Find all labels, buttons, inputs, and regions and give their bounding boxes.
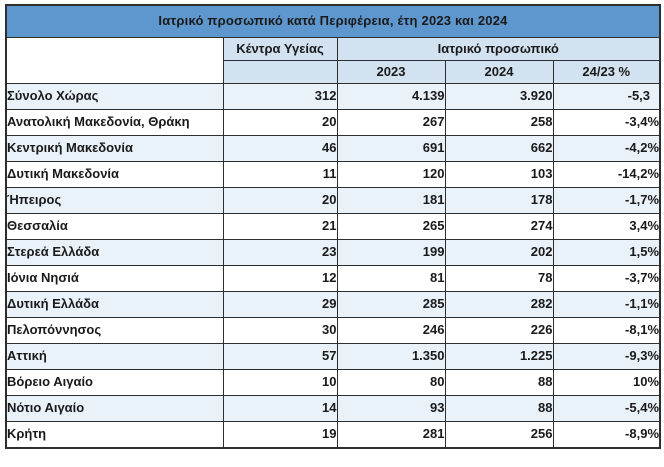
region-name-cell: Σύνολο Χώρας (5, 83, 224, 110)
staff-2024-cell: 258 (444, 109, 554, 136)
table-row: Στερεά Ελλάδα 23 199 202 1,5% (5, 239, 661, 266)
change-percent-cell: -1,7% (552, 187, 661, 214)
table-row: Θεσσαλία 21 265 274 3,4% (5, 213, 661, 240)
region-name-cell: Δυτική Μακεδονία (5, 161, 224, 188)
change-percent-cell: -4,2% (552, 135, 661, 162)
region-name-cell: Ανατολική Μακεδονία, Θράκη (5, 109, 224, 136)
table-row: Σύνολο Χώρας 312 4.139 3.920 -5,3 (5, 83, 661, 110)
staff-2024-cell: 256 (444, 421, 554, 449)
year-2023-column-header: 2023 (336, 60, 446, 84)
change-percent-cell: 10% (552, 369, 661, 396)
table-row: Βόρειο Αιγαίο 10 80 88 10% (5, 369, 661, 396)
staff-2023-cell: 1.350 (336, 343, 446, 370)
health-centers-cell: 29 (222, 291, 338, 318)
health-centers-cell: 46 (222, 135, 338, 162)
table-row: Ιόνια Νησιά 12 81 78 -3,7% (5, 265, 661, 292)
staff-2023-cell: 181 (336, 187, 446, 214)
header-row-groups: Κέντρα Υγείας Ιατρικό προσωπικό (5, 37, 661, 84)
change-percent-cell: -5,4% (552, 395, 661, 422)
health-centers-cell: 19 (222, 421, 338, 449)
region-column-blank-header (5, 37, 224, 84)
table-row: Ανατολική Μακεδονία, Θράκη 20 267 258 -3… (5, 109, 661, 136)
change-percent-cell: -8,1% (552, 317, 661, 344)
staff-2023-cell: 691 (336, 135, 446, 162)
change-percent-cell: -3,4% (552, 109, 661, 136)
staff-2023-cell: 281 (336, 421, 446, 449)
health-centers-cell: 57 (222, 343, 338, 370)
staff-2024-cell: 78 (444, 265, 554, 292)
region-name-cell: Αττική (5, 343, 224, 370)
header-row-years: 2023 2024 24/23 % (6, 60, 661, 84)
staff-2024-cell: 282 (444, 291, 554, 318)
title-row: Ιατρικό προσωπικό κατά Περιφέρεια, έτη 2… (5, 4, 661, 38)
health-centers-cell: 10 (222, 369, 338, 396)
staff-2023-cell: 265 (336, 213, 446, 240)
region-name-cell: Κρήτη (5, 421, 224, 449)
change-percent-cell: -5,3 (552, 83, 661, 110)
table-row: Ήπειρος 20 181 178 -1,7% (5, 187, 661, 214)
table-row: Δυτική Μακεδονία 11 120 103 -14,2% (5, 161, 661, 188)
health-centers-cell: 30 (222, 317, 338, 344)
staff-2024-cell: 1.225 (444, 343, 554, 370)
table-row: Νότιο Αιγαίο 14 93 88 -5,4% (5, 395, 661, 422)
table-row: Πελοπόννησος 30 246 226 -8,1% (5, 317, 661, 344)
staff-2024-cell: 274 (444, 213, 554, 240)
health-centers-column-header: Κέντρα Υγείας (222, 37, 338, 61)
table-row: Κεντρική Μακεδονία 46 691 662 -4,2% (5, 135, 661, 162)
health-centers-cell: 20 (222, 187, 338, 214)
health-centers-subheader-empty (222, 60, 338, 84)
staff-2024-cell: 3.920 (444, 83, 554, 110)
change-percent-cell: 3,4% (552, 213, 661, 240)
change-percent-cell: 1,5% (552, 239, 661, 266)
staff-2024-cell: 226 (444, 317, 554, 344)
health-centers-cell: 21 (222, 213, 338, 240)
table-header: Ιατρικό προσωπικό κατά Περιφέρεια, έτη 2… (5, 4, 661, 84)
staff-2024-cell: 202 (444, 239, 554, 266)
staff-2023-cell: 81 (336, 265, 446, 292)
region-name-cell: Κεντρική Μακεδονία (5, 135, 224, 162)
staff-2023-cell: 199 (336, 239, 446, 266)
region-name-cell: Δυτική Ελλάδα (5, 291, 224, 318)
region-name-cell: Ιόνια Νησιά (5, 265, 224, 292)
change-percent-cell: -1,1% (552, 291, 661, 318)
region-name-cell: Στερεά Ελλάδα (5, 239, 224, 266)
health-centers-cell: 11 (222, 161, 338, 188)
region-name-cell: Βόρειο Αιγαίο (5, 369, 224, 396)
table-title: Ιατρικό προσωπικό κατά Περιφέρεια, έτη 2… (5, 4, 661, 38)
region-name-cell: Ήπειρος (5, 187, 224, 214)
region-name-cell: Νότιο Αιγαίο (5, 395, 224, 422)
table-row: Κρήτη 19 281 256 -8,9% (5, 421, 661, 449)
staff-2023-cell: 80 (336, 369, 446, 396)
health-centers-cell: 12 (222, 265, 338, 292)
staff-2024-cell: 662 (444, 135, 554, 162)
staff-2023-cell: 93 (336, 395, 446, 422)
staff-2023-cell: 267 (336, 109, 446, 136)
health-centers-cell: 20 (222, 109, 338, 136)
staff-2023-cell: 4.139 (336, 83, 446, 110)
change-percent-cell: -9,3% (552, 343, 661, 370)
medical-staff-group-header: Ιατρικό προσωπικό (336, 37, 661, 61)
staff-2024-cell: 88 (444, 369, 554, 396)
table-row: Αττική 57 1.350 1.225 -9,3% (5, 343, 661, 370)
table-row: Δυτική Ελλάδα 29 285 282 -1,1% (5, 291, 661, 318)
year-2024-column-header: 2024 (444, 60, 554, 84)
table-body: Σύνολο Χώρας 312 4.139 3.920 -5,3 Ανατολ… (5, 83, 661, 449)
region-name-cell: Θεσσαλία (5, 213, 224, 240)
staff-2023-cell: 120 (336, 161, 446, 188)
medical-staff-by-region-table: Ιατρικό προσωπικό κατά Περιφέρεια, έτη 2… (5, 4, 662, 449)
staff-2024-cell: 103 (444, 161, 554, 188)
staff-2023-cell: 285 (336, 291, 446, 318)
health-centers-cell: 23 (222, 239, 338, 266)
change-percent-cell: -14,2% (552, 161, 661, 188)
health-centers-cell: 14 (222, 395, 338, 422)
staff-2023-cell: 246 (336, 317, 446, 344)
change-percent-column-header: 24/23 % (552, 60, 661, 84)
staff-2024-cell: 88 (444, 395, 554, 422)
change-percent-cell: -3,7% (552, 265, 661, 292)
health-centers-cell: 312 (222, 83, 338, 110)
region-name-cell: Πελοπόννησος (5, 317, 224, 344)
staff-2024-cell: 178 (444, 187, 554, 214)
change-percent-cell: -8,9% (552, 421, 661, 449)
